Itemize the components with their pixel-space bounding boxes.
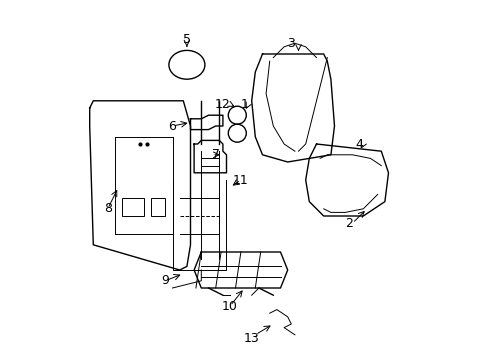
Text: 4: 4 (355, 138, 363, 150)
Text: 11: 11 (233, 174, 248, 186)
Text: 2: 2 (344, 217, 352, 230)
Text: 1: 1 (240, 98, 248, 111)
Text: 9: 9 (161, 274, 169, 287)
Text: 3: 3 (287, 37, 295, 50)
Text: 5: 5 (183, 33, 190, 46)
Text: 13: 13 (244, 332, 259, 345)
Text: 6: 6 (168, 120, 176, 132)
Text: 7: 7 (211, 148, 219, 161)
Text: 8: 8 (103, 202, 111, 215)
Text: 10: 10 (222, 300, 238, 312)
Bar (151, 198, 165, 216)
Bar (122, 198, 143, 216)
Text: 12: 12 (215, 98, 230, 111)
